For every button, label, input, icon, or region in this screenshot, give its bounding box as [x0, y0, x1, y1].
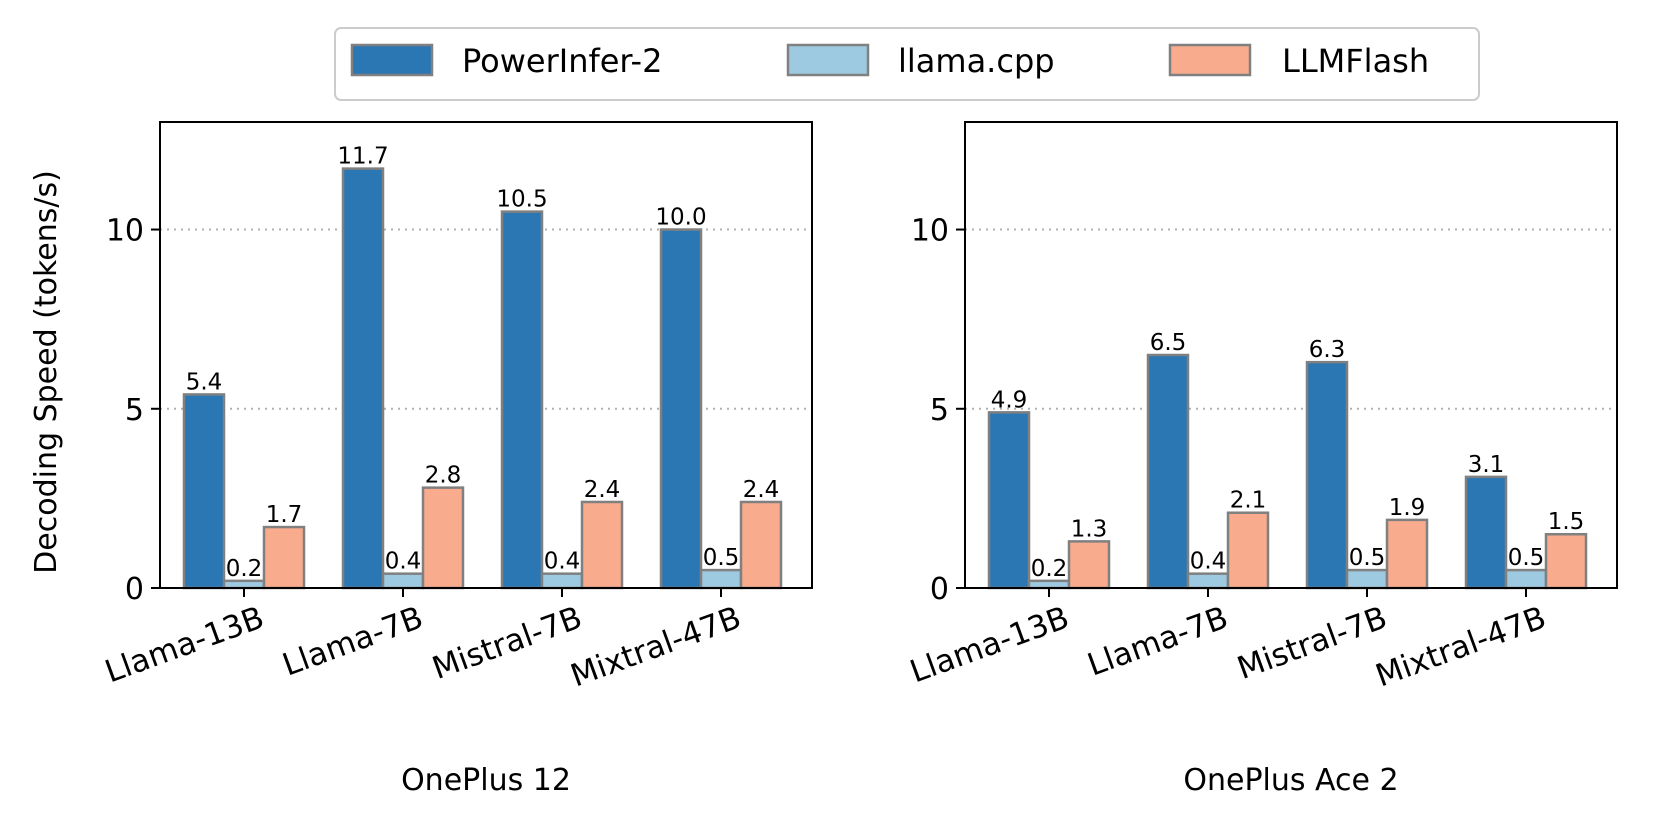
bar-llmflash-llama-7b	[1226, 511, 1270, 590]
data-label-llmflash-mistral-7b: 2.4	[584, 477, 621, 503]
x-tick-label-mixtral-47b: Mixtral-47B	[1371, 600, 1551, 695]
bar-llama-cpp-mixtral-47b	[1504, 568, 1548, 590]
bar-llama-cpp-llama-7b	[381, 572, 425, 590]
y-tick-label-10: 10	[106, 214, 144, 249]
panel-oneplus-12: 5.40.21.711.70.42.810.50.42.410.00.52.4 …	[100, 121, 813, 798]
bar-powerinfer-2-llama-13b	[182, 393, 226, 590]
bar-llama-cpp-mixtral-47b	[699, 568, 743, 590]
panel-oneplus-ace-2: 4.90.21.36.50.42.16.30.51.93.10.51.5 051…	[905, 121, 1618, 798]
data-label-llama-cpp-mixtral-47b: 0.5	[703, 545, 740, 571]
data-label-llama-cpp-mistral-7b: 0.5	[1349, 545, 1386, 571]
x-tick-label-mistral-7b: Mistral-7B	[428, 600, 587, 687]
bar-powerinfer-2-llama-7b	[341, 167, 385, 590]
data-label-llmflash-mixtral-47b: 1.5	[1548, 509, 1585, 535]
y-tick-label-5: 5	[930, 393, 949, 428]
plot-frame	[964, 121, 1618, 589]
data-label-llama-cpp-mistral-7b: 0.4	[544, 549, 581, 575]
bar-llama-cpp-mistral-7b	[1345, 568, 1389, 590]
data-label-llmflash-llama-13b: 1.7	[266, 502, 303, 528]
data-label-powerinfer-2-llama-7b: 6.5	[1150, 330, 1187, 356]
data-label-llmflash-mixtral-47b: 2.4	[743, 477, 780, 503]
legend-swatch-llmflash	[1168, 43, 1252, 77]
data-label-llama-cpp-llama-13b: 0.2	[226, 556, 263, 582]
bar-powerinfer-2-mistral-7b	[500, 210, 544, 590]
data-label-powerinfer-2-llama-13b: 4.9	[991, 387, 1028, 413]
legend: PowerInfer-2 llama.cpp LLMFlash	[334, 27, 1480, 101]
data-label-llama-cpp-llama-7b: 0.4	[1190, 549, 1227, 575]
bars	[987, 353, 1588, 590]
y-axis-label: Decoding Speed (tokens/s)	[29, 170, 64, 574]
x-tick-label-mixtral-47b: Mixtral-47B	[566, 600, 746, 695]
bar-llama-cpp-llama-13b	[1027, 579, 1071, 590]
x-axis-label: OnePlus Ace 2	[1183, 763, 1398, 798]
data-label-llama-cpp-llama-7b: 0.4	[385, 549, 422, 575]
data-label-llmflash-mistral-7b: 1.9	[1389, 495, 1426, 521]
data-label-powerinfer-2-mixtral-47b: 10.0	[655, 205, 706, 231]
data-label-llama-cpp-mixtral-47b: 0.5	[1508, 545, 1545, 571]
y-ticks: 0 5 10	[106, 214, 160, 607]
x-tick-label-llama-13b: Llama-13B	[905, 600, 1073, 691]
bar-powerinfer-2-llama-7b	[1146, 353, 1190, 590]
y-tick-label-5: 5	[125, 393, 144, 428]
x-tick-label-llama-7b: Llama-7B	[1083, 600, 1233, 684]
legend-label-powerinfer-2: PowerInfer-2	[462, 42, 662, 80]
legend-swatch-powerinfer-2	[350, 43, 434, 77]
data-label-llmflash-llama-7b: 2.1	[1230, 488, 1267, 514]
bar-llmflash-mixtral-47b	[739, 500, 783, 590]
bar-llmflash-llama-7b	[421, 486, 465, 590]
y-tick-label-0: 0	[125, 572, 144, 607]
legend-label-llama-cpp: llama.cpp	[898, 42, 1055, 80]
bar-llmflash-llama-13b	[262, 525, 306, 590]
data-label-powerinfer-2-mistral-7b: 6.3	[1309, 337, 1346, 363]
bar-powerinfer-2-mixtral-47b	[1464, 475, 1508, 590]
gridlines	[965, 228, 1617, 410]
bar-powerinfer-2-mistral-7b	[1305, 360, 1349, 590]
bar-llama-cpp-llama-7b	[1186, 572, 1230, 590]
data-label-powerinfer-2-mixtral-47b: 3.1	[1468, 452, 1505, 478]
y-ticks: 0 5 10	[911, 214, 965, 607]
data-label-llmflash-llama-13b: 1.3	[1071, 516, 1108, 542]
gridlines	[160, 228, 812, 410]
data-label-powerinfer-2-mistral-7b: 10.5	[496, 187, 547, 213]
bars	[182, 167, 783, 590]
bar-llmflash-mistral-7b	[1385, 518, 1429, 590]
bar-powerinfer-2-llama-13b	[987, 411, 1031, 590]
data-label-powerinfer-2-llama-13b: 5.4	[186, 369, 223, 395]
bar-powerinfer-2-mixtral-47b	[659, 228, 703, 590]
x-axis-label: OnePlus 12	[401, 763, 571, 798]
data-labels: 5.4 0.2 1.7 11.7 0.4 2.8 10.5 0.4 2.4 10.0 0.5 2.4	[186, 144, 780, 582]
bar-llama-cpp-mistral-7b	[540, 572, 584, 590]
x-tick-label-mistral-7b: Mistral-7B	[1233, 600, 1392, 687]
data-label-powerinfer-2-llama-7b: 11.7	[337, 144, 388, 170]
bar-llmflash-mixtral-47b	[1544, 532, 1588, 590]
data-label-llama-cpp-llama-13b: 0.2	[1031, 556, 1068, 582]
data-labels: 4.90.21.36.50.42.16.30.51.93.10.51.5	[991, 330, 1585, 582]
x-tick-label-llama-7b: Llama-7B	[278, 600, 428, 684]
legend-swatch-llama-cpp	[786, 43, 870, 77]
bar-llmflash-llama-13b	[1067, 540, 1111, 590]
y-tick-label-0: 0	[930, 572, 949, 607]
data-label-llmflash-llama-7b: 2.8	[425, 463, 462, 489]
legend-label-llmflash: LLMFlash	[1282, 42, 1429, 80]
bar-llama-cpp-llama-13b	[222, 579, 266, 590]
x-tick-label-llama-13b: Llama-13B	[100, 600, 268, 691]
plot-frame	[159, 121, 813, 589]
bar-llmflash-mistral-7b	[580, 500, 624, 590]
y-tick-label-10: 10	[911, 214, 949, 249]
